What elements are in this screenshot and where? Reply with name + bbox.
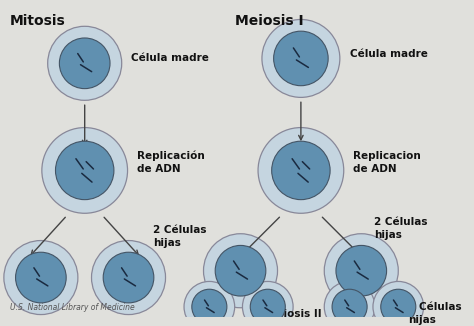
- Circle shape: [203, 234, 277, 308]
- Text: Replicación
de ADN: Replicación de ADN: [137, 151, 205, 174]
- Text: Célula madre: Célula madre: [350, 49, 428, 59]
- Circle shape: [324, 281, 375, 326]
- Circle shape: [243, 281, 293, 326]
- Circle shape: [91, 241, 165, 315]
- Circle shape: [336, 245, 387, 296]
- Text: Meiosis II: Meiosis II: [266, 309, 322, 319]
- Circle shape: [55, 141, 114, 200]
- Circle shape: [42, 127, 128, 213]
- Circle shape: [324, 234, 398, 308]
- Circle shape: [16, 252, 66, 303]
- Circle shape: [258, 127, 344, 213]
- Circle shape: [262, 20, 340, 97]
- Circle shape: [273, 31, 328, 86]
- Text: Replicacion
de ADN: Replicacion de ADN: [354, 151, 421, 174]
- Text: Meiosis I: Meiosis I: [235, 14, 303, 28]
- Circle shape: [332, 289, 367, 324]
- Circle shape: [250, 289, 285, 324]
- Text: U.S. National Library of Medicine: U.S. National Library of Medicine: [9, 303, 135, 312]
- Circle shape: [272, 141, 330, 200]
- Text: Mitosis: Mitosis: [9, 14, 65, 28]
- Circle shape: [373, 281, 424, 326]
- Text: 2 Células
hijas: 2 Células hijas: [153, 225, 206, 248]
- Circle shape: [4, 241, 78, 315]
- Circle shape: [215, 245, 266, 296]
- Circle shape: [103, 252, 154, 303]
- Text: 2 Células
hijas: 2 Células hijas: [374, 217, 428, 241]
- Circle shape: [48, 26, 122, 100]
- Circle shape: [59, 38, 110, 89]
- Circle shape: [184, 281, 235, 326]
- Text: 4 Células
hijas: 4 Células hijas: [408, 302, 462, 325]
- Text: Célula madre: Célula madre: [131, 53, 210, 64]
- Circle shape: [192, 289, 227, 324]
- Circle shape: [381, 289, 416, 324]
